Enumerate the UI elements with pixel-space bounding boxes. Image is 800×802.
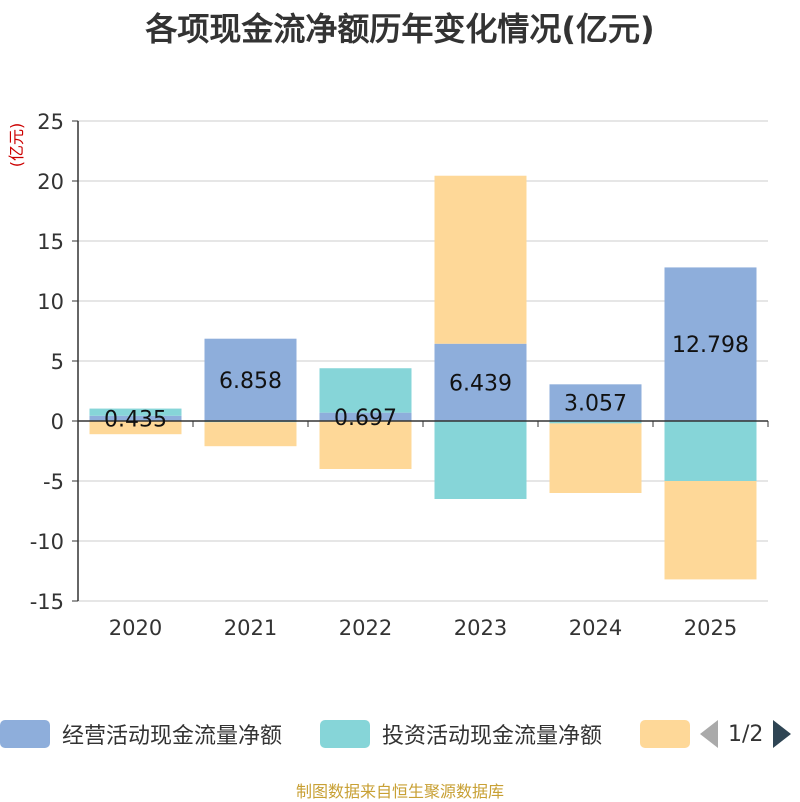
y-tick-label: -5 <box>43 470 64 494</box>
data-label-2021: 6.858 <box>219 369 282 394</box>
data-label-2023: 6.439 <box>449 371 512 396</box>
legend-item-operating[interactable]: 经营活动现金流量净额 <box>0 718 282 750</box>
y-tick-label: -15 <box>30 590 64 614</box>
data-label-2020: 0.435 <box>104 407 167 432</box>
data-source-note: 制图数据来自恒生聚源数据库 <box>295 782 504 801</box>
bar-layer <box>89 175 757 580</box>
y-tick-label: 25 <box>37 110 64 134</box>
legend-item-financing[interactable] <box>640 718 690 750</box>
bar-2024-series-2[interactable] <box>549 423 642 493</box>
bar-2023-series-0[interactable] <box>434 343 527 421</box>
axis-layer: 25 20 15 10 5 0 -5 -10 -15 2020 2021 2022 2023 2024 20… <box>30 110 769 640</box>
x-tick-label: 2021 <box>224 616 277 640</box>
legend-label-operating: 经营活动现金流量净额 <box>62 724 283 749</box>
legend-item-investing[interactable]: 投资活动现金流量净额 <box>320 718 602 750</box>
legend-swatch-financing <box>640 720 690 748</box>
bar-2021-series-2[interactable] <box>204 422 297 447</box>
bar-2024-series-1[interactable] <box>549 421 642 424</box>
bar-2025-series-2[interactable] <box>664 481 757 580</box>
legend-next-page-icon[interactable] <box>773 720 792 748</box>
x-tick-label: 2020 <box>109 616 162 640</box>
legend: 经营活动现金流量净额 投资活动现金流量净额 1/2 <box>0 718 800 754</box>
y-tick-label: 20 <box>37 170 64 194</box>
data-label-2022: 0.697 <box>334 406 397 431</box>
bar-2025-series-1[interactable] <box>664 421 757 481</box>
bar-2024-series-0[interactable] <box>549 384 642 421</box>
bar-2020-series-1[interactable] <box>89 408 182 416</box>
y-tick-label: 15 <box>37 230 64 254</box>
legend-page-indicator: 1/2 <box>728 721 764 747</box>
legend-swatch-operating <box>0 720 50 748</box>
legend-pager: 1/2 <box>700 718 792 750</box>
y-tick-label: -10 <box>30 530 64 554</box>
label-layer: 0.435 6.858 0.697 6.439 3.057 12.798 <box>104 333 749 432</box>
bar-2020-series-2[interactable] <box>89 421 182 435</box>
bar-2021-series-0[interactable] <box>204 338 297 421</box>
x-tick-label: 2025 <box>684 616 737 640</box>
legend-prev-page-icon[interactable] <box>700 720 718 748</box>
data-label-2024: 3.057 <box>564 392 627 417</box>
grid-layer <box>78 120 768 602</box>
bar-2022-series-1[interactable] <box>319 368 412 413</box>
chart-canvas: 25 20 15 10 5 0 -5 -10 -15 2020 2021 2022 2023 2024 20… <box>7 110 769 640</box>
bar-2023-series-1[interactable] <box>434 421 527 499</box>
bar-2022-series-0[interactable] <box>319 412 412 421</box>
bar-2025-series-0[interactable] <box>664 267 757 421</box>
data-label-2025: 12.798 <box>672 333 749 358</box>
x-tick-label: 2024 <box>569 616 622 640</box>
x-tick-label: 2023 <box>454 616 507 640</box>
y-axis-unit-label: (亿元) <box>7 123 26 168</box>
bar-2020-series-0[interactable] <box>89 415 182 421</box>
y-tick-label: 0 <box>51 410 64 434</box>
y-tick-label: 5 <box>51 350 64 374</box>
legend-label-investing: 投资活动现金流量净额 <box>382 724 603 749</box>
bar-2023-series-2[interactable] <box>434 175 527 344</box>
bar-2022-series-2[interactable] <box>319 421 412 469</box>
x-tick-label: 2022 <box>339 616 392 640</box>
y-tick-label: 10 <box>37 290 64 314</box>
legend-swatch-investing <box>320 720 370 748</box>
chart-title: 各项现金流净额历年变化情况(亿元) <box>145 10 655 48</box>
